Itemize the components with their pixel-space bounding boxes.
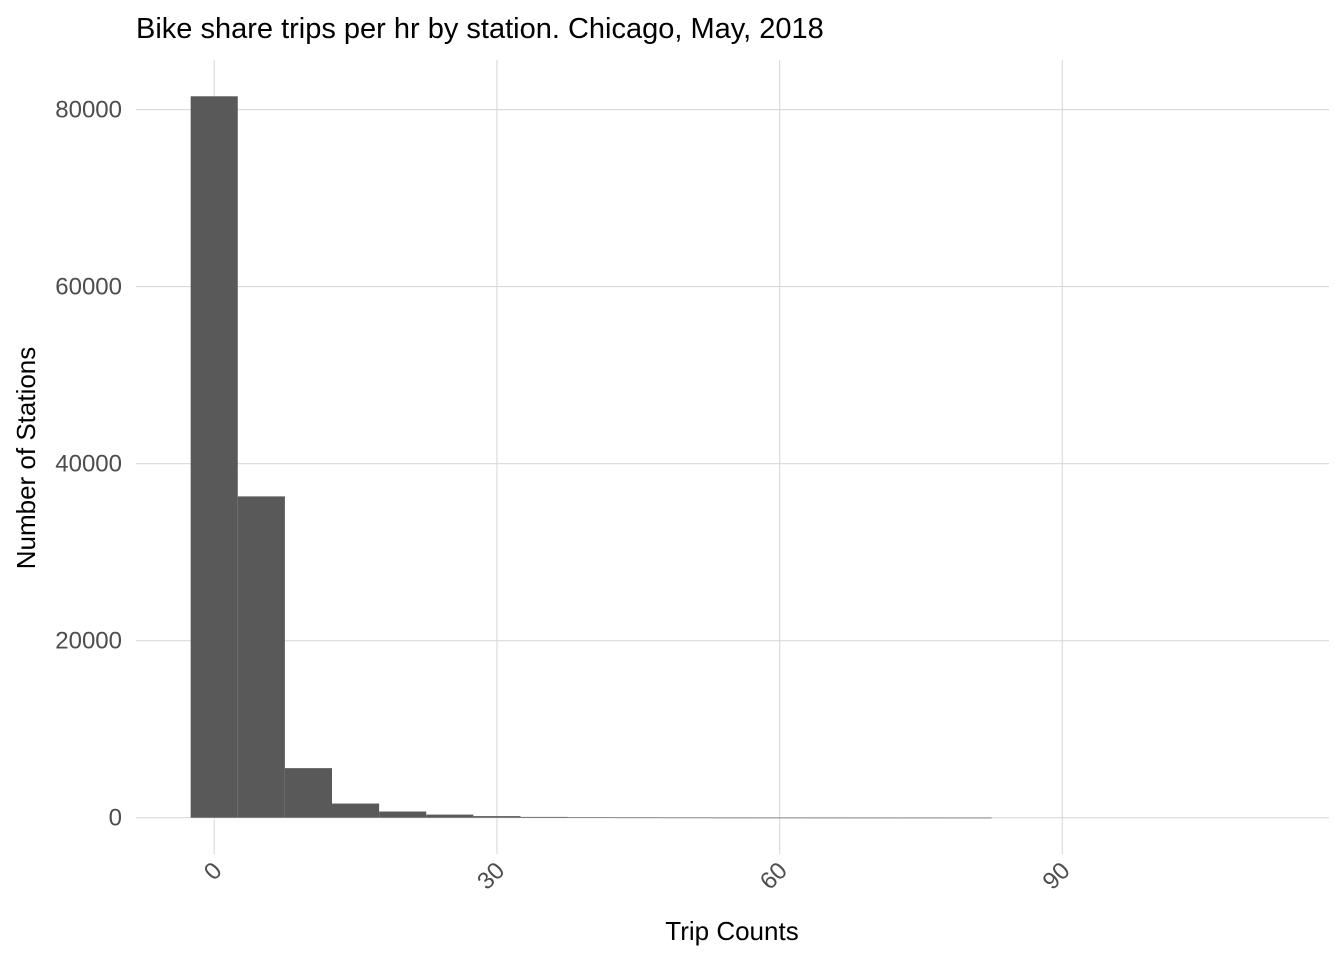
- x-axis-ticks: 0 30 60 90: [199, 857, 1076, 895]
- y-axis-ticks: 0 20000 40000 60000 80000: [55, 97, 122, 832]
- histogram-bar: [284, 768, 333, 818]
- histogram-bars: [190, 96, 992, 819]
- histogram-bar: [614, 817, 662, 819]
- x-tick-label: 0: [199, 857, 228, 886]
- histogram-bar: [850, 817, 898, 819]
- histogram-bar: [661, 817, 709, 819]
- chart-title: Bike share trips per hr by station. Chic…: [136, 13, 824, 45]
- x-tick-label: 60: [755, 857, 793, 895]
- histogram-bar: [379, 811, 427, 818]
- x-axis-title: Trip Counts: [665, 916, 798, 946]
- x-tick-label: 30: [472, 857, 510, 895]
- histogram-bar: [756, 817, 804, 819]
- histogram-bar: [708, 817, 757, 819]
- histogram-bar: [426, 814, 474, 818]
- y-tick-label: 40000: [55, 451, 122, 478]
- histogram-bar: [897, 817, 945, 819]
- grid-lines: [136, 60, 1329, 854]
- histogram-bar: [237, 496, 285, 818]
- histogram-bar: [567, 817, 615, 818]
- x-tick-label: 90: [1038, 857, 1076, 895]
- y-tick-label: 0: [109, 805, 122, 832]
- y-tick-label: 80000: [55, 97, 122, 124]
- histogram-bar: [803, 817, 851, 819]
- y-tick-label: 20000: [55, 628, 122, 655]
- histogram-bar: [332, 803, 380, 818]
- histogram-bar: [190, 96, 238, 818]
- y-axis-title: Number of Stations: [11, 347, 41, 570]
- y-tick-label: 60000: [55, 274, 122, 301]
- histogram-bar: [944, 817, 992, 819]
- histogram-bar: [520, 816, 568, 818]
- histogram-bar: [473, 816, 521, 818]
